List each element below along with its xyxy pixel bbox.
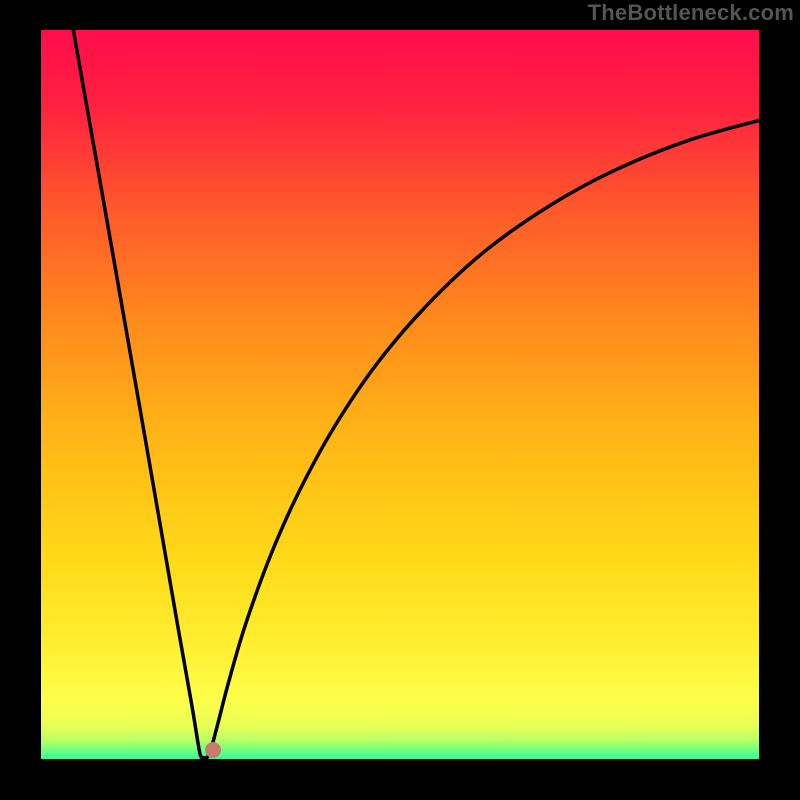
plot-background: [41, 30, 759, 759]
watermark-text: TheBottleneck.com: [588, 0, 794, 26]
chart-container: TheBottleneck.com: [0, 0, 800, 800]
